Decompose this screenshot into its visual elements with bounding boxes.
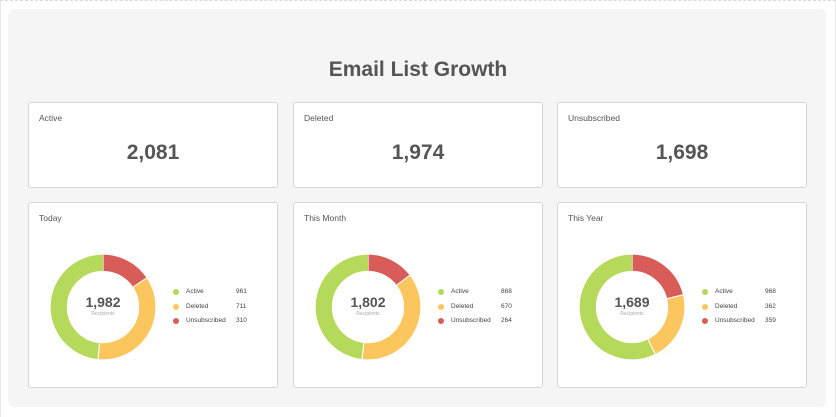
stat-label: Deleted bbox=[304, 113, 334, 123]
legend-item-active: Active 868 bbox=[438, 288, 528, 303]
legend-value: 310 bbox=[236, 317, 247, 324]
donut-total: 1,982 bbox=[85, 294, 121, 310]
stat-card-deleted: Deleted 1,974 bbox=[293, 102, 543, 188]
legend-name: Active bbox=[451, 288, 469, 295]
legend-item-unsubscribed: Unsubscribed 310 bbox=[173, 317, 263, 332]
legend-name: Deleted bbox=[715, 302, 738, 310]
legend-name: Unsubscribed bbox=[451, 317, 491, 324]
donut-segment-deleted bbox=[361, 275, 421, 360]
legend-name: Active bbox=[186, 288, 204, 295]
legend-value: 264 bbox=[501, 317, 512, 324]
legend-dot-deleted bbox=[702, 303, 708, 310]
donut-sublabel: Recipients bbox=[356, 311, 380, 317]
donut-segment-deleted bbox=[98, 277, 156, 360]
donut-segment-active bbox=[579, 254, 656, 360]
donut-separator bbox=[132, 277, 147, 288]
legend-item-active: Active 968 bbox=[702, 288, 792, 303]
donut-segment-active bbox=[315, 254, 369, 360]
stat-value: 1,974 bbox=[391, 141, 445, 164]
stat-label: Unsubscribed bbox=[568, 113, 620, 123]
donut-total: 1,802 bbox=[350, 294, 386, 310]
chart-card-this-year: This Year 1,689 Recipients Active 968 De… bbox=[557, 202, 807, 388]
donut-segment-unsubscribed bbox=[367, 254, 410, 286]
donut-separator bbox=[97, 342, 101, 360]
donut-separator bbox=[647, 339, 656, 355]
donut-total: 1,689 bbox=[614, 294, 650, 310]
legend-item-deleted: Deleted 362 bbox=[702, 303, 792, 318]
legend-value: 711 bbox=[236, 302, 247, 310]
donut-separator bbox=[667, 294, 684, 300]
stat-card-active: Active 2,081 bbox=[28, 102, 278, 188]
chart-legend: Active 961 Deleted 711 Unsubscribed 310 bbox=[173, 288, 263, 332]
donut-chart bbox=[315, 254, 421, 360]
chart-legend: Active 868 Deleted 670 Unsubscribed 264 bbox=[438, 288, 528, 332]
chart-card-today: Today 1,982 Recipients Active 961 Delete… bbox=[28, 202, 278, 388]
legend-item-unsubscribed: Unsubscribed 264 bbox=[438, 317, 528, 332]
chart-card-label: This Month bbox=[304, 213, 347, 223]
legend-dot-active bbox=[438, 289, 444, 295]
donut-separator bbox=[396, 274, 411, 286]
legend-dot-unsubscribed bbox=[438, 318, 444, 324]
legend-value: 868 bbox=[501, 288, 512, 295]
chart-card-label: This Year bbox=[568, 213, 604, 223]
donut-separator bbox=[361, 342, 365, 360]
donut-segment-unsubscribed bbox=[631, 254, 683, 299]
legend-item-active: Active 961 bbox=[173, 288, 263, 303]
chart-card-label: Today bbox=[39, 213, 62, 223]
legend-item-unsubscribed: Unsubscribed 359 bbox=[702, 317, 792, 332]
legend-name: Deleted bbox=[451, 302, 474, 310]
legend-dot-active bbox=[173, 289, 179, 295]
legend-name: Unsubscribed bbox=[715, 317, 755, 324]
donut-chart bbox=[579, 254, 685, 360]
donut-sublabel: Recipients bbox=[91, 311, 115, 317]
legend-value: 670 bbox=[501, 302, 512, 310]
legend-dot-unsubscribed bbox=[173, 318, 179, 324]
donut-segment-unsubscribed bbox=[102, 254, 147, 288]
donut-chart bbox=[50, 254, 156, 360]
legend-name: Deleted bbox=[186, 302, 209, 310]
donut-segment-active bbox=[50, 254, 104, 360]
legend-item-deleted: Deleted 670 bbox=[438, 303, 528, 318]
page-title: Email List Growth bbox=[328, 58, 508, 81]
chart-legend: Active 968 Deleted 362 Unsubscribed 359 bbox=[702, 288, 792, 332]
chart-card-this-month: This Month 1,802 Recipients Active 868 D… bbox=[293, 202, 543, 388]
legend-value: 961 bbox=[236, 288, 247, 295]
donut-sublabel: Recipients bbox=[620, 311, 644, 317]
legend-dot-unsubscribed bbox=[702, 318, 708, 324]
legend-value: 968 bbox=[765, 288, 776, 295]
stat-label: Active bbox=[39, 113, 63, 123]
legend-name: Unsubscribed bbox=[186, 317, 226, 324]
stat-card-unsubscribed: Unsubscribed 1,698 bbox=[557, 102, 807, 188]
legend-dot-deleted bbox=[438, 303, 444, 310]
legend-value: 362 bbox=[765, 302, 776, 310]
legend-name: Active bbox=[715, 288, 733, 295]
legend-item-deleted: Deleted 711 bbox=[173, 303, 263, 318]
stat-value: 1,698 bbox=[655, 141, 709, 164]
legend-dot-active bbox=[702, 289, 708, 295]
donut-segment-deleted bbox=[647, 294, 685, 354]
legend-value: 359 bbox=[765, 317, 776, 324]
stat-value: 2,081 bbox=[126, 141, 180, 164]
legend-dot-deleted bbox=[173, 303, 179, 310]
